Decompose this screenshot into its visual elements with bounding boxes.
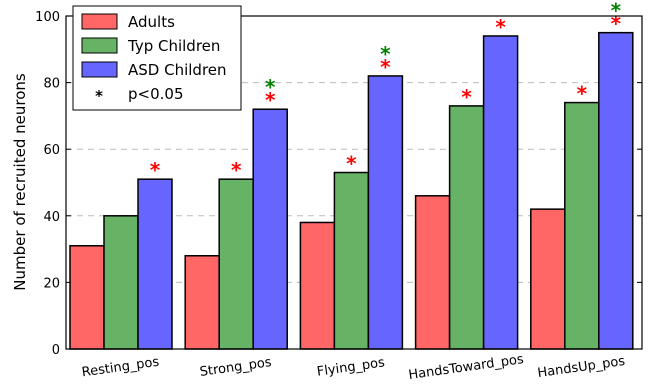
x-tick-label: Strong_pos	[199, 355, 273, 380]
legend-label: Typ Children	[127, 37, 220, 55]
x-tick-label: HandsUp_pos	[537, 354, 627, 381]
significance-star: *	[380, 55, 391, 79]
significance-star: *	[231, 158, 242, 182]
bar	[103, 215, 139, 350]
legend-swatch	[81, 13, 118, 30]
legend: Adults Typ Children ASD Children * p<0.05	[72, 5, 242, 111]
bar	[299, 221, 336, 350]
legend-label: Adults	[128, 13, 175, 31]
significance-markers: * ***********	[150, 0, 622, 182]
y-tick-label: 40	[43, 210, 60, 225]
significance-star: *	[611, 12, 622, 36]
bar	[414, 195, 451, 350]
significance-star: *	[265, 88, 276, 112]
y-tick-label: 20	[43, 276, 60, 291]
significance-star: *	[380, 42, 391, 66]
bar	[564, 101, 600, 350]
significance-star: *	[611, 0, 622, 23]
x-tick-label: Flying_pos	[316, 355, 386, 379]
x-tick-label: HandsToward_pos	[408, 352, 525, 383]
bar	[333, 171, 370, 350]
legend-swatch	[81, 61, 118, 78]
legend-swatch	[81, 37, 118, 54]
plot-frame	[65, 15, 643, 350]
significance-star: *	[150, 158, 161, 182]
y-tick-label: 100	[35, 10, 60, 25]
y-tick-label: 60	[43, 143, 60, 158]
legend-label: p<0.05	[128, 85, 184, 103]
bar	[367, 75, 404, 350]
bar	[184, 255, 220, 350]
legend-marker: *	[95, 87, 103, 105]
x-tick-label: Resting_pos	[81, 355, 160, 381]
bar	[137, 178, 173, 350]
y-tick-label: 0	[52, 343, 60, 358]
bar	[69, 245, 105, 350]
significance-star: *	[495, 15, 506, 39]
bar	[252, 108, 288, 350]
significance-star: *	[346, 152, 357, 176]
significance-star: *	[461, 85, 472, 109]
bar	[530, 208, 566, 350]
bar	[218, 178, 254, 350]
y-axis-title: Number of recruited neurons	[11, 73, 29, 291]
significance-star: *	[265, 75, 276, 99]
bar	[448, 105, 485, 350]
y-tick-label: 80	[43, 77, 60, 92]
significance-star: *	[577, 82, 588, 106]
bar	[482, 35, 519, 350]
legend-label: ASD Children	[128, 61, 227, 79]
bar	[598, 31, 634, 350]
